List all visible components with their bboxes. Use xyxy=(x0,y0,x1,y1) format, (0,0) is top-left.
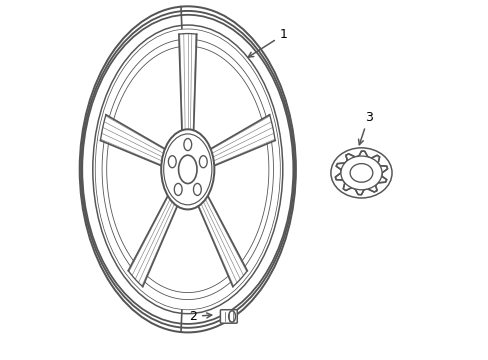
Ellipse shape xyxy=(174,183,182,195)
Text: 2: 2 xyxy=(189,310,211,323)
Ellipse shape xyxy=(178,155,197,184)
Ellipse shape xyxy=(349,163,372,182)
Ellipse shape xyxy=(330,148,391,198)
Ellipse shape xyxy=(183,139,191,150)
Ellipse shape xyxy=(168,156,176,168)
Ellipse shape xyxy=(193,183,201,195)
Ellipse shape xyxy=(340,156,381,190)
FancyBboxPatch shape xyxy=(220,310,237,323)
Text: 1: 1 xyxy=(248,28,287,57)
Ellipse shape xyxy=(96,30,279,309)
Ellipse shape xyxy=(228,311,235,322)
Ellipse shape xyxy=(161,129,214,210)
Text: 3: 3 xyxy=(358,111,372,145)
Ellipse shape xyxy=(199,156,207,168)
